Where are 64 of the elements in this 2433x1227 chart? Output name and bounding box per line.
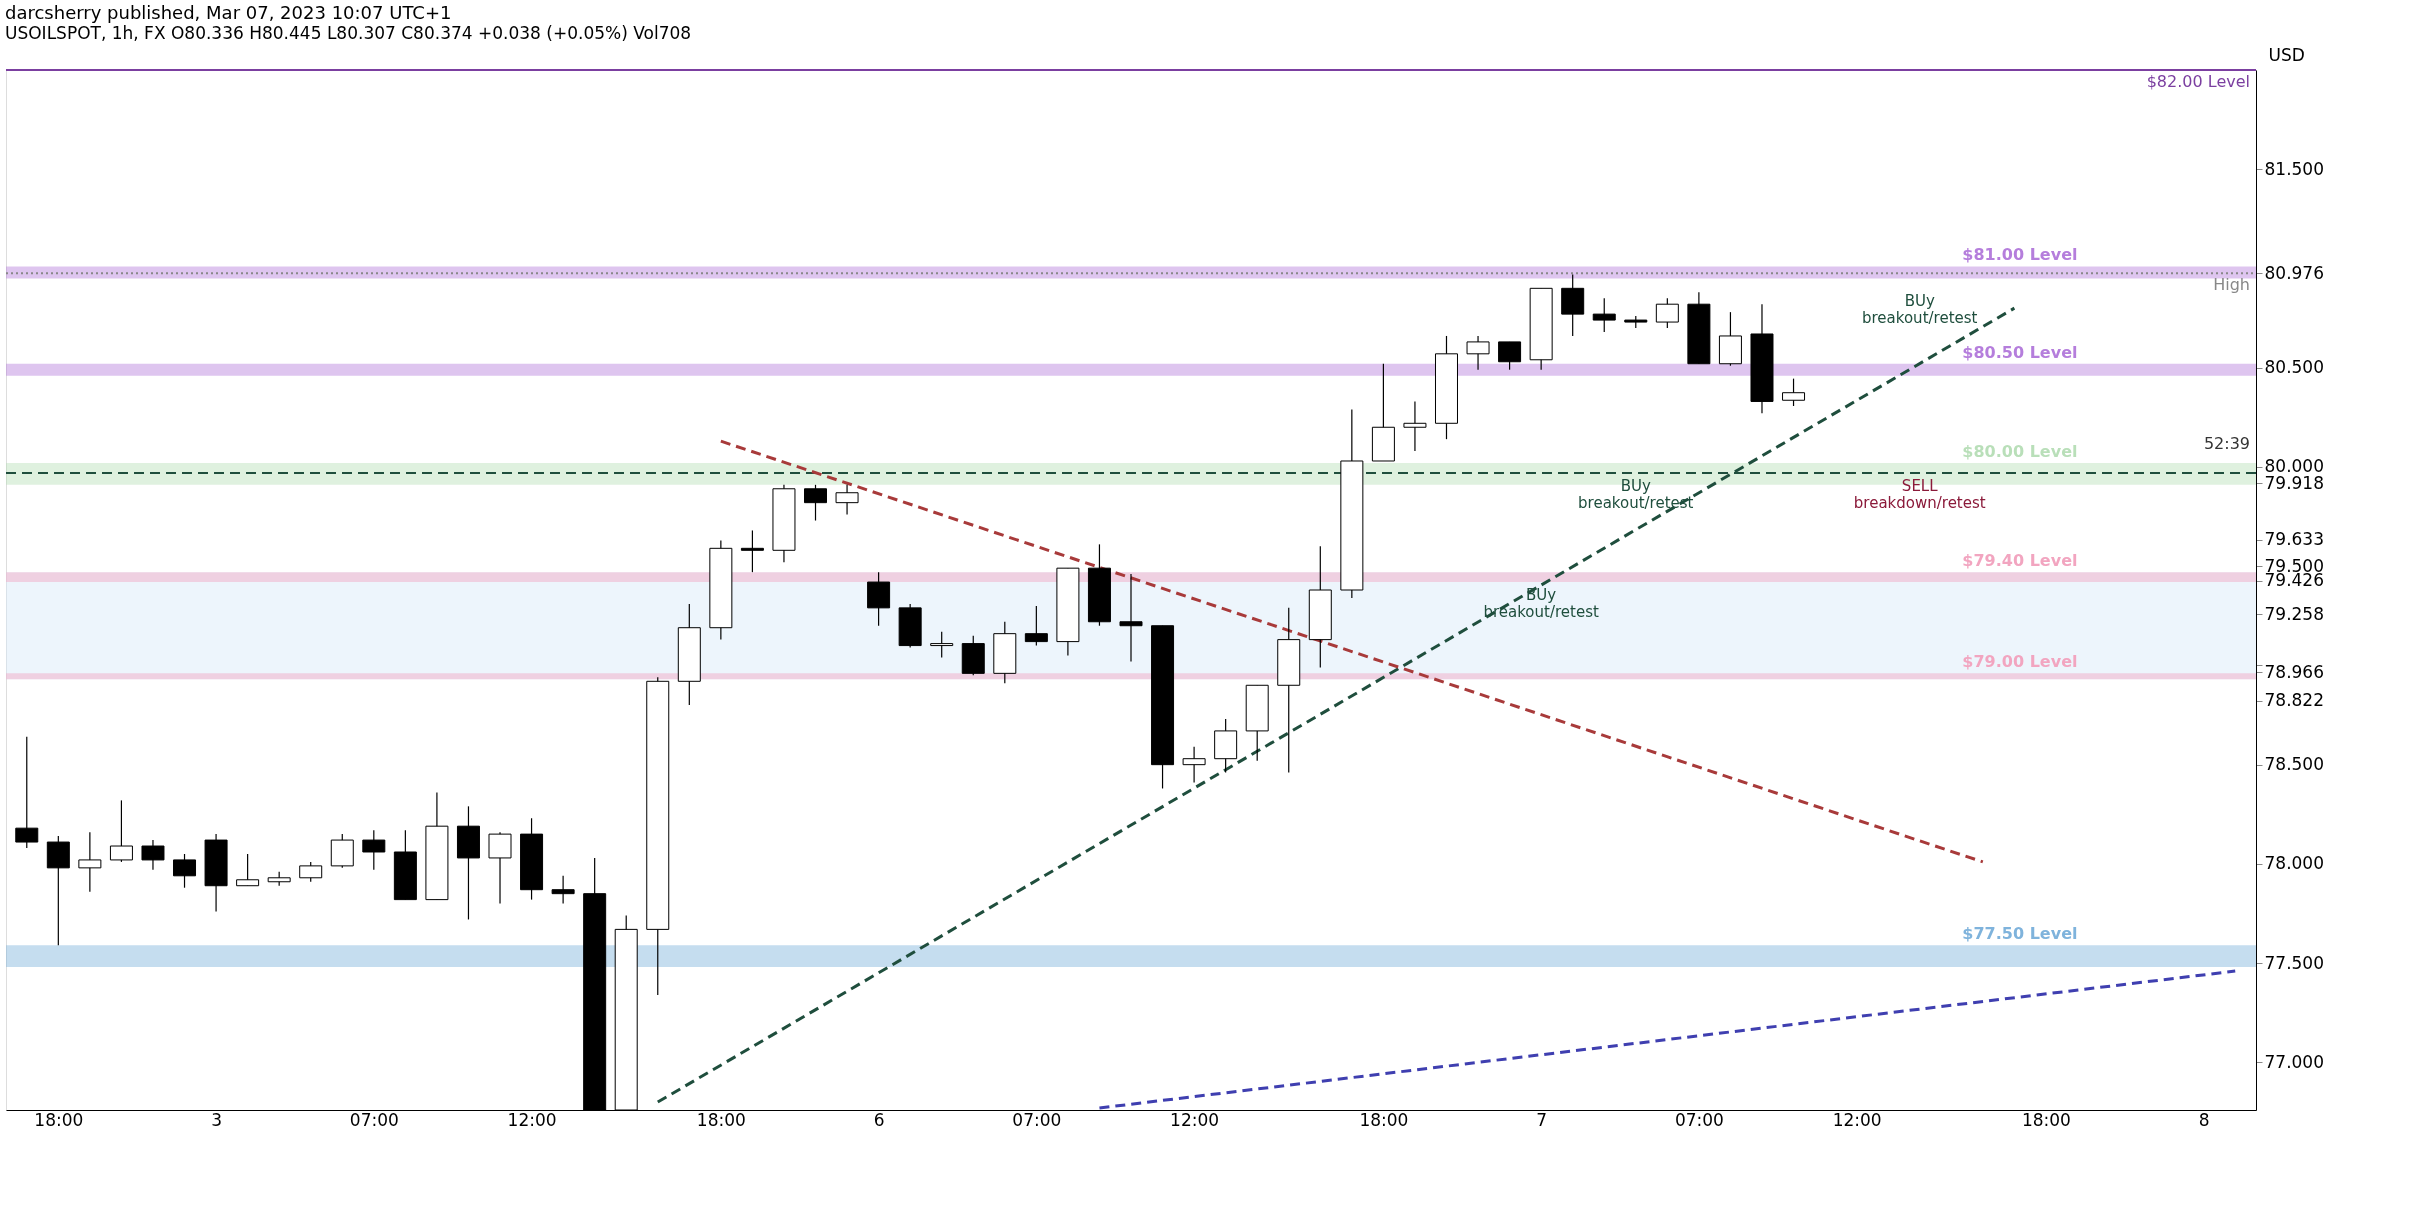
candlestick: [1592, 297, 1616, 333]
x-tick-label: 18:00: [2021, 1109, 2071, 1130]
candlestick: [930, 631, 954, 659]
candlestick: [173, 853, 197, 889]
band-label: $81.00 Level: [1962, 245, 2078, 265]
chart-subtitle: USOILSPOT, 1h, FX O80.336 H80.445 L80.307 C80.374 +0.038 (+0.05%) Vol708: [5, 23, 692, 43]
y-tick-label: 80.500: [2264, 357, 2324, 378]
x-tick-label: 18:00: [696, 1109, 746, 1130]
x-tick-label: 7: [1536, 1109, 1548, 1130]
candlestick: [1119, 573, 1143, 663]
candlestick: [835, 484, 859, 516]
y-tick-label: 81.500: [2264, 158, 2324, 179]
candlestick: [236, 853, 260, 887]
candlestick: [299, 861, 323, 883]
y-tick-label: 79.258: [2264, 603, 2324, 624]
y-tick-label: 78.822: [2264, 690, 2324, 711]
candlestick: [804, 484, 828, 522]
candlestick: [141, 839, 165, 871]
candlestick: [551, 875, 575, 905]
y-tick-label: 79.633: [2264, 529, 2324, 550]
annotation: SELL breakdown/retest: [1853, 476, 1986, 512]
x-tick-label: 18:00: [34, 1109, 84, 1130]
candlestick: [109, 799, 133, 863]
ref-line-label: $82.00 Level: [2146, 72, 2250, 91]
candlestick: [1024, 605, 1048, 647]
x-tick-label: 12:00: [507, 1109, 557, 1130]
x-tick-label: 6: [873, 1109, 885, 1130]
y-tick-label: 78.966: [2264, 661, 2324, 682]
annotation: 52:39: [2203, 434, 2250, 454]
candlestick: [1403, 400, 1427, 452]
candlestick: [1655, 297, 1679, 329]
y-tick-label: 77.500: [2264, 952, 2324, 973]
candlestick: [488, 831, 512, 905]
band-label: $79.40 Level: [1962, 551, 2078, 571]
x-tick-label: 8: [2198, 1109, 2210, 1130]
x-tick-label: 07:00: [349, 1109, 399, 1130]
candlestick: [15, 736, 39, 849]
y-axis-title: USD: [2268, 44, 2305, 65]
annotation: BUy breakout/retest: [1483, 586, 1599, 622]
x-tick-label: 18:00: [1359, 1109, 1409, 1130]
x-tick-label: 3: [211, 1109, 222, 1130]
candlestick: [362, 829, 386, 871]
candlestick: [740, 529, 764, 573]
x-tick-label: 07:00: [1674, 1109, 1724, 1130]
x-tick-label: 07:00: [1012, 1109, 1062, 1130]
candlestick: [78, 831, 102, 893]
band-label: $79.00 Level: [1962, 652, 2078, 672]
candlestick: [1782, 378, 1806, 407]
band-label: $80.50 Level: [1962, 342, 2078, 362]
band-label: $77.50 Level: [1962, 924, 2078, 944]
y-tick-label: 77.000: [2264, 1051, 2324, 1072]
x-tick-label: 12:00: [1170, 1109, 1220, 1130]
ref-line-label: High: [2213, 275, 2250, 295]
y-tick-label: 80.976: [2264, 262, 2324, 283]
x-tick-label: 12:00: [1832, 1109, 1882, 1130]
band-label: $80.00 Level: [1962, 441, 2078, 461]
annotation: BUy breakout/retest: [1862, 292, 1978, 328]
candlestick: [1466, 335, 1490, 371]
y-tick-label: 78.000: [2264, 853, 2324, 874]
candlestick: [1182, 746, 1206, 784]
candlestick: [1498, 341, 1522, 371]
chart-title: darcsherry published, Mar 07, 2023 10:07 UTC+1: [5, 2, 452, 23]
y-tick-label: 78.500: [2264, 754, 2324, 775]
annotation: BUy breakout/retest: [1578, 476, 1694, 512]
